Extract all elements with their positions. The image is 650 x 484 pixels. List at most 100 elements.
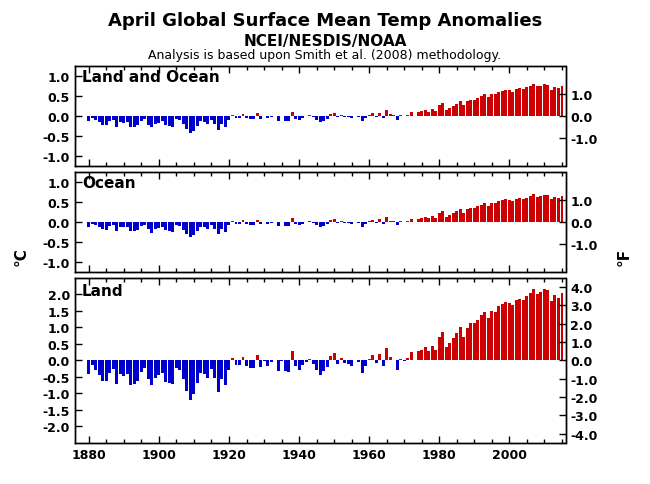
Bar bbox=[494, 95, 497, 117]
Bar bbox=[144, 361, 146, 368]
Bar bbox=[459, 102, 462, 117]
Bar bbox=[389, 221, 392, 223]
Bar bbox=[238, 223, 241, 225]
Bar bbox=[543, 290, 546, 361]
Bar bbox=[287, 223, 290, 227]
Bar bbox=[536, 197, 539, 223]
Bar bbox=[140, 117, 143, 121]
Bar bbox=[227, 117, 231, 121]
Bar bbox=[547, 291, 549, 361]
Bar bbox=[525, 296, 528, 361]
Bar bbox=[385, 218, 388, 223]
Bar bbox=[196, 361, 199, 384]
Bar bbox=[322, 361, 325, 371]
Bar bbox=[382, 117, 385, 119]
Bar bbox=[242, 115, 244, 117]
Bar bbox=[547, 196, 549, 223]
Bar bbox=[522, 301, 525, 361]
Bar bbox=[172, 117, 174, 127]
Bar bbox=[421, 219, 423, 223]
Bar bbox=[87, 117, 90, 122]
Bar bbox=[276, 361, 280, 371]
Bar bbox=[242, 357, 244, 361]
Bar bbox=[512, 306, 514, 361]
Bar bbox=[220, 361, 224, 379]
Bar bbox=[417, 113, 420, 117]
Bar bbox=[487, 318, 490, 361]
Bar bbox=[532, 195, 536, 223]
Bar bbox=[529, 293, 532, 361]
Bar bbox=[231, 116, 234, 117]
Bar bbox=[508, 303, 511, 361]
Bar bbox=[350, 361, 353, 366]
Bar bbox=[462, 106, 465, 117]
Bar bbox=[301, 117, 304, 119]
Bar bbox=[560, 87, 564, 117]
Bar bbox=[87, 361, 90, 374]
Bar bbox=[259, 117, 262, 120]
Bar bbox=[98, 223, 101, 227]
Bar bbox=[311, 361, 315, 364]
Bar bbox=[364, 223, 367, 225]
Bar bbox=[490, 95, 493, 117]
Bar bbox=[473, 100, 476, 117]
Bar bbox=[266, 117, 269, 119]
Bar bbox=[378, 220, 381, 223]
Bar bbox=[91, 117, 94, 119]
Bar bbox=[136, 117, 139, 126]
Bar bbox=[126, 117, 129, 123]
Bar bbox=[192, 361, 196, 394]
Bar bbox=[203, 117, 206, 122]
Bar bbox=[161, 361, 164, 373]
Bar bbox=[91, 361, 94, 365]
Bar bbox=[448, 344, 451, 361]
Bar bbox=[210, 361, 213, 369]
Bar bbox=[259, 361, 262, 367]
Bar bbox=[473, 209, 476, 223]
Bar bbox=[452, 338, 455, 361]
Bar bbox=[105, 361, 108, 381]
Bar bbox=[519, 299, 521, 361]
Bar bbox=[315, 117, 318, 121]
Bar bbox=[91, 223, 94, 225]
Bar bbox=[175, 223, 178, 226]
Bar bbox=[182, 117, 185, 125]
Bar bbox=[504, 302, 508, 361]
Bar bbox=[136, 361, 139, 382]
Bar bbox=[318, 361, 322, 375]
Bar bbox=[333, 113, 335, 117]
Bar bbox=[340, 116, 343, 117]
Bar bbox=[522, 90, 525, 117]
Bar bbox=[298, 361, 300, 370]
Bar bbox=[476, 99, 479, 117]
Bar bbox=[164, 117, 168, 126]
Bar bbox=[322, 223, 325, 227]
Bar bbox=[126, 361, 129, 375]
Bar bbox=[536, 294, 539, 361]
Bar bbox=[466, 329, 469, 361]
Bar bbox=[466, 102, 469, 117]
Bar bbox=[431, 110, 434, 117]
Bar bbox=[358, 117, 360, 118]
Bar bbox=[119, 223, 122, 227]
Bar bbox=[456, 212, 458, 223]
Bar bbox=[172, 361, 174, 385]
Bar bbox=[192, 223, 196, 236]
Bar bbox=[144, 223, 146, 225]
Bar bbox=[266, 361, 269, 366]
Bar bbox=[112, 223, 115, 226]
Bar bbox=[259, 223, 262, 225]
Bar bbox=[189, 117, 192, 134]
Bar bbox=[557, 199, 560, 223]
Bar bbox=[512, 92, 514, 117]
Bar bbox=[536, 87, 539, 117]
Bar bbox=[220, 117, 224, 125]
Bar bbox=[200, 361, 202, 373]
Bar bbox=[154, 223, 157, 229]
Bar bbox=[540, 86, 543, 117]
Bar bbox=[252, 361, 255, 368]
Bar bbox=[301, 361, 304, 365]
Bar bbox=[519, 89, 521, 117]
Bar bbox=[434, 218, 437, 223]
Bar bbox=[473, 324, 476, 361]
